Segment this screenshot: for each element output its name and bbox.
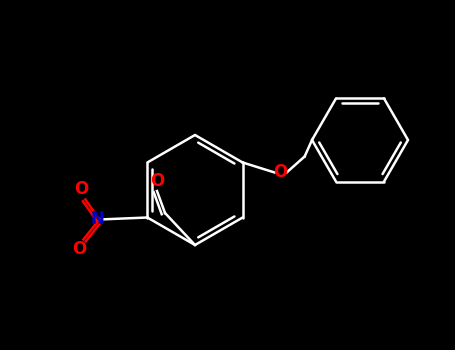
Text: O: O [273,163,288,182]
Text: O: O [74,181,88,198]
Text: O: O [150,172,164,190]
Text: N: N [91,210,104,229]
Text: O: O [72,240,86,259]
